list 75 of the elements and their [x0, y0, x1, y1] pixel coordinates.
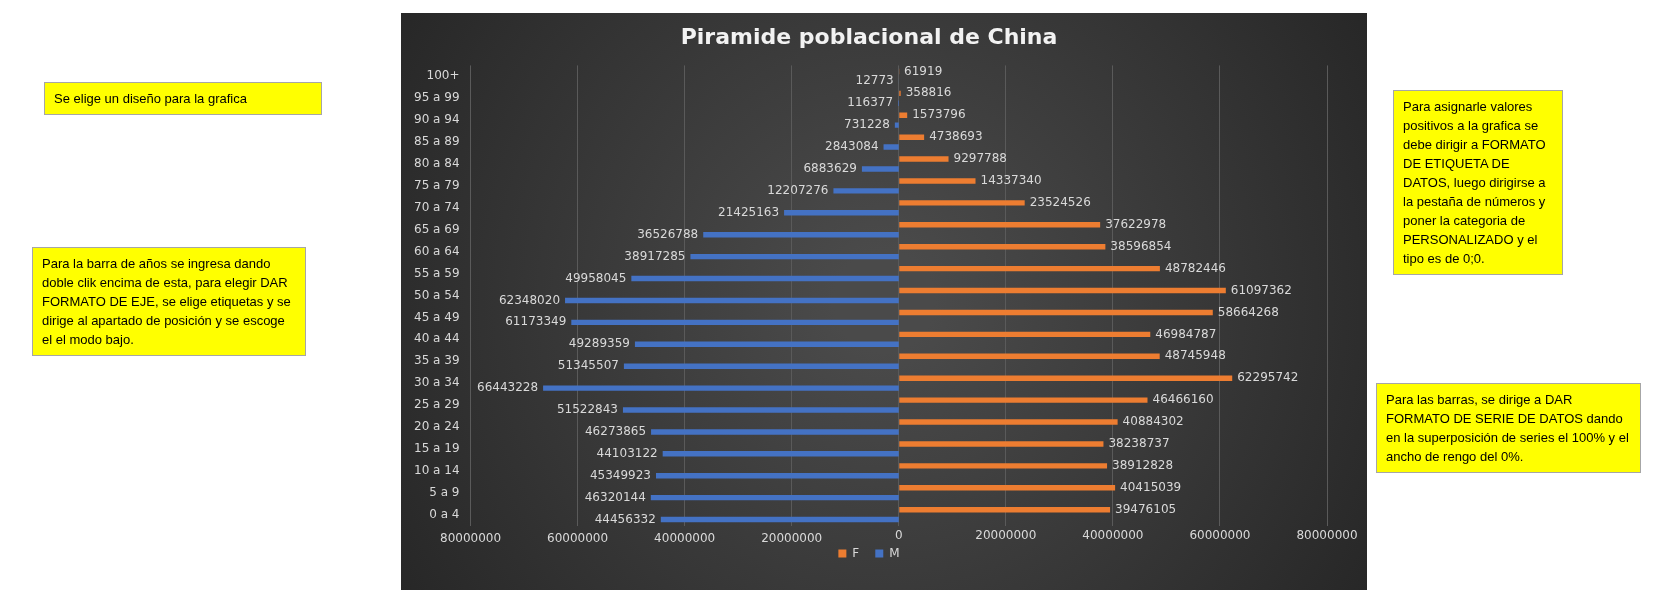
data-label: 2843084	[825, 139, 879, 154]
y-tick-label: 5 a 9	[429, 484, 460, 499]
data-label: 61173349	[505, 314, 567, 329]
data-label: 12773	[855, 73, 894, 88]
data-label: 4738693	[929, 129, 983, 144]
data-label: 44103122	[596, 445, 658, 460]
data-label: 116377	[847, 95, 894, 110]
text: Para la barra de años se ingresa dando doble clik encima de esta, para elegir DAR FORMATO DE EJE, se elige etiquetas y se dirige al apartado de posición y se escoge el el modo bajo.	[32, 247, 306, 356]
y-tick-label: 80 a 84	[413, 156, 460, 171]
data-label: 46320144	[584, 489, 646, 504]
data-label: 40415039	[1120, 479, 1182, 494]
data-label: 61097362	[1230, 282, 1292, 297]
y-tick-label: 20 a 24	[413, 419, 460, 434]
y-tick-label: 35 a 39	[413, 353, 460, 368]
data-label: 49958045	[565, 270, 627, 285]
y-tick-label: 100+	[426, 68, 460, 83]
text: Se elige un diseño para la grafica	[44, 82, 322, 115]
data-label: 21425163	[717, 204, 780, 219]
data-label: 37622978	[1105, 216, 1167, 231]
x-tick-label: 80000000	[439, 530, 502, 545]
x-tick-label: 60000000	[547, 530, 609, 545]
x-tick-label: 40000000	[654, 530, 716, 545]
chart-title: Piramide poblacional de China	[680, 23, 1058, 49]
data-label: 49289359	[568, 336, 630, 351]
data-label: 48745948	[1164, 348, 1226, 363]
data-label: 46466160	[1152, 392, 1214, 407]
data-label: 12207276	[767, 182, 829, 197]
data-label: 38596854	[1110, 238, 1172, 253]
data-label: 358816	[905, 85, 952, 100]
data-label: 51522843	[556, 402, 618, 417]
data-label: 36526788	[637, 226, 699, 241]
data-label: 38912828	[1112, 458, 1174, 473]
y-tick-label: 40 a 44	[413, 331, 460, 346]
y-tick-label: 75 a 79	[413, 178, 460, 193]
data-label: 62295742	[1237, 370, 1299, 385]
y-tick-label: 55 a 59	[413, 265, 460, 280]
data-label: 38917285	[624, 248, 686, 263]
legend-label: M	[889, 545, 900, 560]
data-label: 62348020	[498, 292, 561, 307]
legend-label: F	[852, 545, 860, 560]
x-tick-label: 20000000	[761, 530, 823, 545]
y-tick-label: 70 a 74	[413, 199, 460, 214]
text: Para asignarle valores positivos a la grafica se debe dirigir a FORMATO DE ETIQUETA DE DATOS, luego dirigirse a la pestaña de números y poner la categoria de PERSONALIZADO y el tipo es de 0;0.	[1403, 99, 1546, 266]
data-label: 39476105	[1115, 501, 1177, 516]
y-tick-label: 95 a 99	[413, 90, 460, 105]
text: Para las barras, se dirige a DAR FORMATO DE SERIE DE DATOS dando en la superposición de series el 100% y el ancho de rengo del 0%.	[1376, 383, 1641, 473]
data-label: 66443228	[477, 380, 539, 395]
y-tick-label: 0 a 4	[429, 506, 460, 521]
data-label: 1573796	[912, 107, 966, 122]
data-label: 45349923	[589, 467, 651, 482]
data-label: 14337340	[980, 173, 1042, 188]
data-label: 61919	[904, 63, 943, 78]
data-label: 6883629	[803, 161, 857, 176]
y-tick-label: 50 a 54	[413, 287, 460, 302]
data-label: 48782446	[1164, 260, 1226, 275]
data-label: 40884302	[1122, 414, 1184, 429]
data-label: 44456332	[594, 511, 656, 526]
y-tick-label: 25 a 29	[413, 397, 460, 412]
y-tick-label: 10 a 14	[413, 462, 460, 477]
x2-tick-label: 0	[894, 527, 903, 542]
y-tick-label: 60 a 64	[413, 243, 460, 258]
y-tick-label: 90 a 94	[413, 112, 460, 127]
data-label: 731228	[844, 117, 890, 132]
data-label: 46984787	[1155, 326, 1217, 341]
data-label: 23524526	[1029, 195, 1091, 210]
data-label: 38238737	[1108, 436, 1170, 451]
data-label: 46273865	[584, 424, 647, 439]
y-tick-label: 85 a 89	[413, 134, 460, 149]
data-label: 9297788	[953, 151, 1007, 166]
y-tick-label: 30 a 34	[413, 375, 460, 390]
y-tick-label: 15 a 19	[413, 441, 460, 456]
y-tick-label: 65 a 69	[413, 221, 460, 236]
y-tick-label: 45 a 49	[413, 309, 460, 324]
data-label: 58664268	[1217, 304, 1279, 319]
data-label: 51345507	[557, 358, 619, 373]
